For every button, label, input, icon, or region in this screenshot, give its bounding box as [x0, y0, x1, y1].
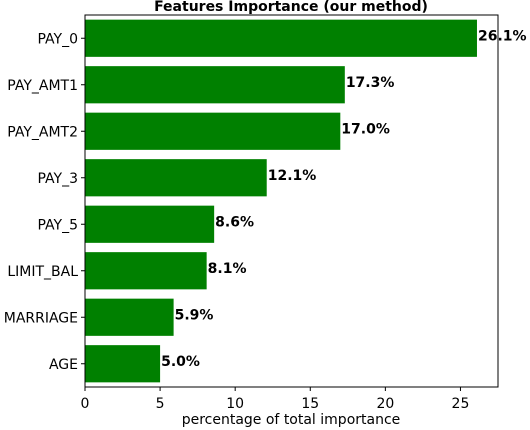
- bar-pay-0: [85, 19, 477, 57]
- x-tick-label: 0: [81, 396, 90, 412]
- data-label: 17.3%: [346, 75, 395, 91]
- data-label: 8.6%: [215, 214, 254, 230]
- bar-pay-5: [85, 205, 215, 243]
- y-tick-label: AGE: [49, 357, 78, 373]
- x-tick-label: 20: [376, 396, 394, 412]
- bar-pay-amt1: [85, 66, 345, 104]
- data-label: 17.0%: [341, 121, 390, 137]
- bar-marriage: [85, 298, 174, 336]
- bar-pay-3: [85, 159, 267, 197]
- x-tick-label: 5: [156, 396, 165, 412]
- chart-title: Features Importance (our method): [154, 0, 428, 15]
- data-label: 26.1%: [478, 28, 527, 44]
- plot-frame: [84, 14, 499, 388]
- y-tick-label: PAY_AMT2: [7, 124, 78, 140]
- data-label: 5.9%: [175, 307, 214, 323]
- y-tick-label: PAY_AMT1: [7, 78, 78, 94]
- x-axis-label: percentage of total importance: [182, 412, 401, 428]
- y-tick-label: MARRIAGE: [4, 310, 78, 326]
- plot-area: PAY_0 26.1% PAY_AMT1 17.3% PAY_AMT2 17.0% PAY_…: [4, 14, 527, 412]
- data-label: 12.1%: [268, 168, 317, 184]
- x-tick-label: 25: [452, 396, 470, 412]
- bar-age: [85, 345, 161, 383]
- x-tick-label: 15: [301, 396, 319, 412]
- data-label: 5.0%: [161, 354, 200, 370]
- data-label: 8.1%: [208, 261, 247, 277]
- x-tick-label: 10: [226, 396, 244, 412]
- y-tick-label: LIMIT_BAL: [7, 264, 78, 280]
- bar-pay-amt2: [85, 112, 341, 150]
- y-tick-label: PAY_3: [38, 171, 79, 187]
- y-tick-label: PAY_5: [38, 217, 79, 233]
- bar-limit-bal: [85, 252, 207, 290]
- y-tick-label: PAY_0: [38, 31, 79, 47]
